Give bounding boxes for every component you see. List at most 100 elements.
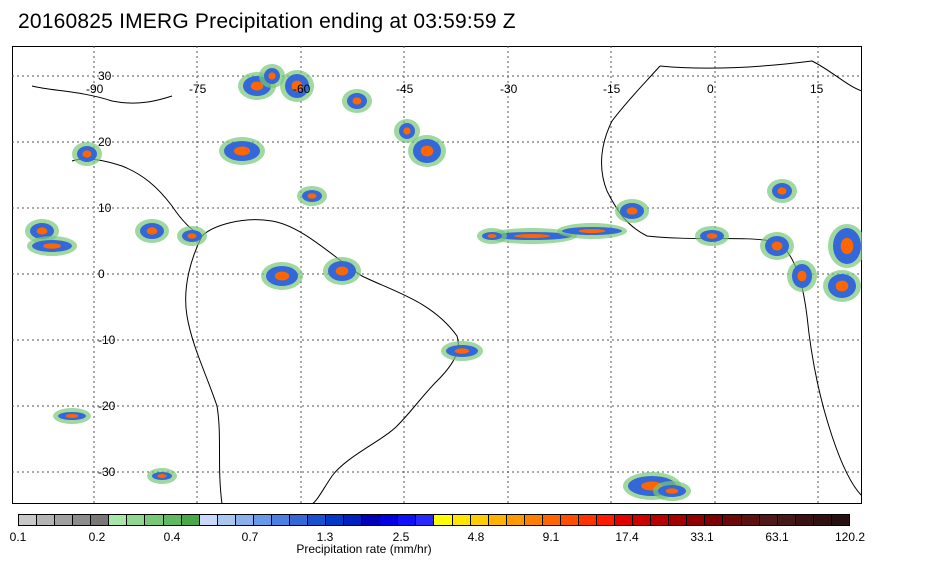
colorbar-swatch <box>488 515 507 525</box>
colorbar-tick-label: 0.1 <box>9 530 27 544</box>
map-title: 20160825 IMERG Precipitation ending at 0… <box>18 10 516 33</box>
precip-heavy <box>771 241 783 251</box>
lat-tick-label: 20 <box>98 135 112 149</box>
colorbar-tick-label: 4.8 <box>467 530 485 544</box>
colorbar <box>18 514 850 526</box>
colorbar-swatch <box>253 515 272 525</box>
colorbar-tick-label: 33.1 <box>690 530 714 544</box>
precipitation-cells <box>25 64 862 501</box>
colorbar-swatch <box>524 515 543 525</box>
colorbar-swatch <box>831 515 849 525</box>
lon-tick-label: -30 <box>500 82 518 96</box>
colorbar-swatch <box>326 515 345 525</box>
precip-heavy <box>665 488 679 494</box>
colorbar-swatch <box>651 515 670 525</box>
colorbar-swatch <box>560 515 579 525</box>
colorbar-tick-label: 0.7 <box>241 530 259 544</box>
precip-heavy <box>187 233 197 239</box>
lon-tick-label: -60 <box>293 82 311 96</box>
colorbar-swatch <box>578 515 597 525</box>
precip-heavy <box>274 271 290 281</box>
colorbar-swatch <box>199 515 218 525</box>
colorbar-swatch <box>542 515 561 525</box>
colorbar-swatch <box>217 515 236 525</box>
lat-tick-label: 30 <box>98 69 112 83</box>
colorbar-tick-label: 17.4 <box>615 530 639 544</box>
precip-heavy <box>403 127 411 135</box>
precipitation-map: -90 -75 -60 -45 -30 -15 0 15 30 20 10 0 -10 -20 -30 <box>12 46 862 504</box>
colorbar-swatch <box>235 515 254 525</box>
precip-heavy <box>36 227 48 235</box>
precip-heavy <box>43 243 61 249</box>
lon-tick-label: -15 <box>603 82 621 96</box>
precip-heavy <box>454 348 470 354</box>
colorbar-swatch <box>398 515 417 525</box>
colorbar-swatch <box>705 515 724 525</box>
lat-tick-label: -30 <box>98 465 116 479</box>
precip-heavy <box>797 270 807 282</box>
precip-heavy <box>352 97 362 105</box>
lon-tick-label: -90 <box>86 82 104 96</box>
colorbar-swatch <box>813 515 832 525</box>
colorbar-swatch <box>91 515 110 525</box>
colorbar-swatch <box>73 515 92 525</box>
precip-heavy <box>291 80 303 92</box>
precip-heavy <box>840 237 854 255</box>
colorbar-swatch <box>289 515 308 525</box>
colorbar-swatch <box>19 515 38 525</box>
colorbar-swatch <box>687 515 706 525</box>
precip-heavy <box>307 193 317 199</box>
colorbar-swatch <box>416 515 435 525</box>
precip-heavy <box>777 187 787 195</box>
lat-tick-label: 10 <box>98 201 112 215</box>
precip-heavy <box>835 280 849 292</box>
precip-heavy <box>706 233 718 239</box>
north-africa-coast <box>659 60 862 92</box>
colorbar-swatch <box>452 515 471 525</box>
africa-coast <box>601 65 862 497</box>
tick-labels: -90 -75 -60 -45 -30 -15 0 15 30 20 10 0 -10 -20 -30 <box>86 69 824 479</box>
colorbar-swatch <box>759 515 778 525</box>
colorbar-unit-label: Precipitation rate (mm/hr) <box>296 542 432 556</box>
colorbar-tick-label: 1.3 <box>316 530 334 544</box>
colorbar-swatch <box>723 515 742 525</box>
precip-heavy <box>626 207 638 215</box>
colorbar-swatch <box>181 515 200 525</box>
colorbar-swatch <box>795 515 814 525</box>
lat-tick-label: -20 <box>98 399 116 413</box>
precip-heavy <box>268 72 276 80</box>
precip-heavy <box>487 234 497 238</box>
precip-heavy <box>146 227 158 235</box>
precip-heavy <box>157 474 167 478</box>
precip-heavy <box>233 146 251 156</box>
precip-heavy <box>82 150 92 158</box>
colorbar-swatch <box>741 515 760 525</box>
colorbar-swatch <box>163 515 182 525</box>
colorbar-swatch <box>633 515 652 525</box>
colorbar-swatch <box>271 515 290 525</box>
colorbar-tick-label: 120.2 <box>834 530 866 544</box>
lat-tick-label: -10 <box>98 333 116 347</box>
map-canvas: -90 -75 -60 -45 -30 -15 0 15 30 20 10 0 -10 -20 -30 <box>12 46 862 504</box>
lat-tick-label: 0 <box>98 267 105 281</box>
lon-tick-label: 15 <box>810 82 824 96</box>
colorbar-swatch <box>615 515 634 525</box>
precip-heavy <box>514 234 550 238</box>
colorbar-swatch <box>506 515 525 525</box>
colorbar-swatch <box>308 515 327 525</box>
colorbar-swatch <box>344 515 363 525</box>
colorbar-tick-label: 63.1 <box>765 530 789 544</box>
colorbar-swatch <box>434 515 453 525</box>
precip-heavy <box>250 81 264 91</box>
lon-tick-label: 0 <box>707 82 714 96</box>
precip-heavy <box>335 266 349 276</box>
colorbar-tick-label: 0.4 <box>163 530 181 544</box>
colorbar-swatch <box>362 515 381 525</box>
colorbar-swatch <box>109 515 128 525</box>
map-frame <box>12 46 862 504</box>
lon-tick-label: -45 <box>396 82 414 96</box>
colorbar-swatch <box>127 515 146 525</box>
colorbar-swatch <box>380 515 399 525</box>
colorbar-swatch <box>470 515 489 525</box>
precip-heavy <box>578 229 606 233</box>
